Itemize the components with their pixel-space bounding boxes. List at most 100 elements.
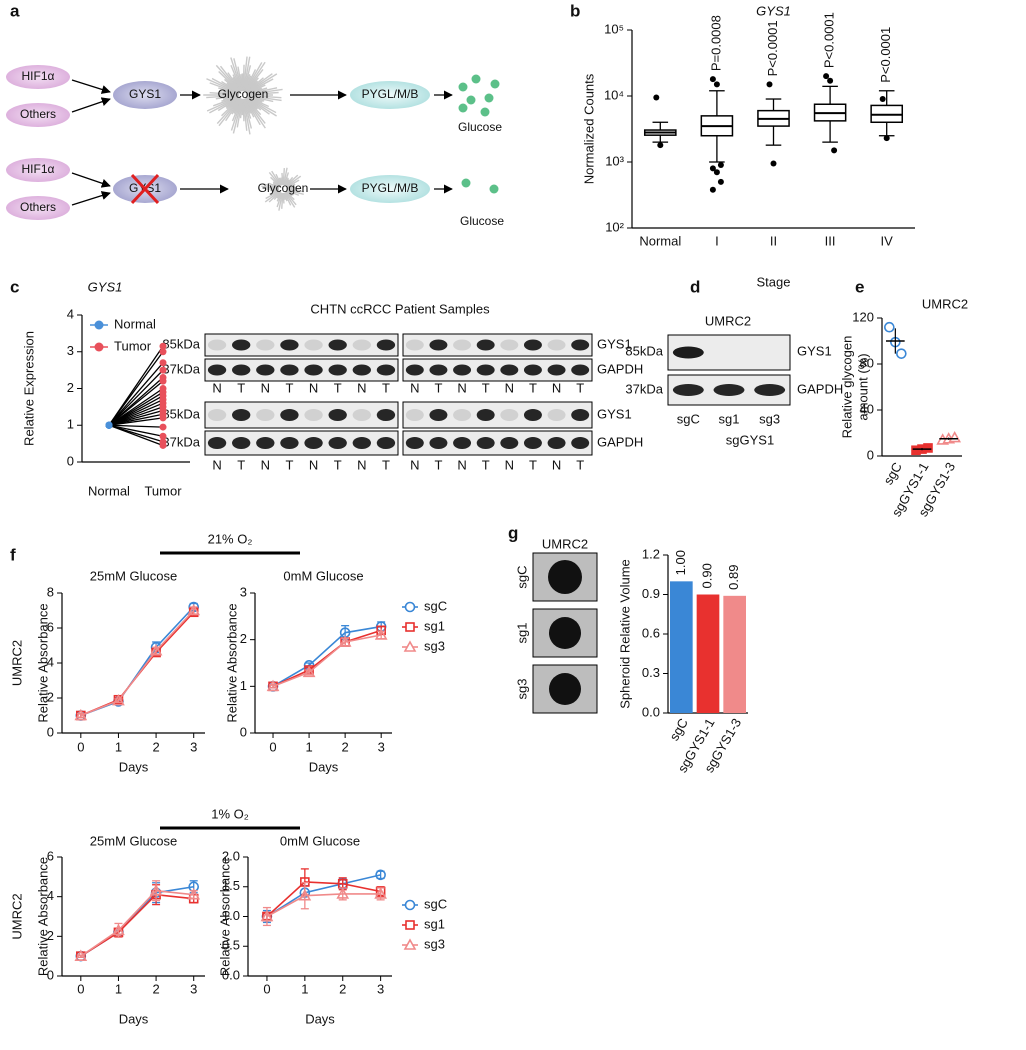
- panel-label: f: [10, 545, 16, 564]
- lane-label: T: [237, 380, 245, 395]
- blot-band: [476, 409, 495, 421]
- condition-label: 1% O₂: [211, 806, 249, 821]
- legend-marker: [403, 938, 417, 950]
- chart-title: GYS1: [88, 279, 123, 294]
- glycogen-strand: [283, 172, 290, 186]
- bar: [670, 581, 693, 713]
- marker: [112, 923, 125, 936]
- blot-band: [304, 364, 323, 376]
- point: [105, 421, 113, 429]
- lane-label: T: [434, 380, 442, 395]
- bar: [723, 595, 746, 713]
- glucose-dots: [458, 74, 500, 117]
- bar: [696, 594, 720, 713]
- mw-marker: 37kDa: [162, 361, 200, 376]
- lane-label: sg1: [719, 411, 740, 426]
- blot-band: [547, 409, 566, 421]
- blot-band: [280, 339, 299, 351]
- marker: [896, 348, 907, 359]
- marker: [149, 884, 163, 896]
- blot-band: [376, 339, 396, 351]
- outlier: [823, 73, 830, 80]
- y-axis-title: Spheroid Relative Volume: [617, 559, 632, 709]
- blot-band: [476, 339, 495, 351]
- glycogen-strand: [282, 168, 286, 186]
- blot-band: [547, 364, 566, 376]
- glycogen-strand: [262, 183, 280, 189]
- mw-marker: 37kDa: [162, 434, 200, 449]
- blot-band: [207, 437, 227, 449]
- y-tick-label: 4: [47, 654, 54, 669]
- node: [6, 65, 70, 89]
- chart-title: 0mM Glucose: [280, 833, 360, 848]
- y-tick-label: 0: [867, 447, 874, 462]
- node: [6, 196, 70, 220]
- protein-label: GYS1: [597, 406, 632, 421]
- y-tick-label: 8: [47, 584, 54, 599]
- blot-band: [256, 339, 275, 351]
- glycogen-strand: [282, 192, 285, 204]
- glycogen-strand: [286, 189, 304, 196]
- blot-band: [232, 364, 251, 376]
- x-tick-label: 3: [378, 739, 385, 754]
- legend-marker: [94, 342, 104, 352]
- marker: [74, 949, 88, 961]
- blot-frame: [204, 358, 399, 382]
- lane-label: T: [529, 380, 537, 395]
- node: [113, 81, 177, 109]
- value-label: 0.89: [726, 565, 741, 590]
- outlier: [883, 135, 890, 142]
- blot-band: [328, 437, 347, 449]
- lane-label: N: [505, 380, 514, 395]
- glycogen-strand: [273, 191, 281, 200]
- blot-band: [500, 437, 519, 449]
- chart-title: 25mM Glucose: [90, 833, 177, 848]
- glycogen-strand: [285, 175, 302, 188]
- y-tick-label: 10⁵: [604, 21, 624, 36]
- y-tick-label: 0.9: [642, 586, 660, 601]
- image-label: sg1: [514, 623, 529, 644]
- pathway-row: HIF1α Others GYS1 Glycogen PYGL/M/B Gluc…: [6, 158, 504, 228]
- knockout-cross: [130, 173, 160, 205]
- y-axis-title: Relative glycogen: [839, 336, 854, 439]
- lane-label: N: [357, 457, 366, 472]
- panel-label: a: [10, 1, 20, 20]
- blot-band: [232, 437, 251, 449]
- blot-band: [754, 384, 786, 396]
- y-tick-label: 10⁴: [604, 87, 624, 102]
- point: [159, 359, 167, 367]
- protein-label: GAPDH: [797, 381, 843, 396]
- marker: [923, 443, 933, 453]
- blot-band: [523, 339, 542, 351]
- lane-label: N: [261, 380, 270, 395]
- y-tick-label: 10³: [605, 153, 624, 168]
- lane-label: T: [382, 380, 390, 395]
- x-tick-label: 1: [305, 739, 312, 754]
- y-tick-label: 6: [47, 848, 54, 863]
- p-value: P<0.0001: [765, 20, 780, 76]
- spheroid: [549, 673, 581, 705]
- glycogen-strand: [268, 182, 280, 189]
- mw-marker: 85kDa: [162, 336, 200, 351]
- blot-band: [328, 364, 347, 376]
- y-tick-label: 3: [67, 343, 74, 358]
- glycogen-strand: [281, 192, 284, 209]
- blot-frame: [402, 358, 593, 382]
- p-value: P<0.0001: [878, 27, 893, 83]
- x-tick-label: 1: [301, 981, 308, 996]
- blot-band: [256, 364, 275, 376]
- image-label: sgC: [514, 565, 529, 588]
- marker: [74, 708, 88, 721]
- blot-band: [256, 437, 275, 449]
- blot-band: [207, 409, 227, 421]
- x-tick-label: 2: [339, 981, 346, 996]
- lane-label: N: [212, 380, 221, 395]
- glycogen-strand: [268, 172, 281, 187]
- x-tick-label: 0: [77, 981, 84, 996]
- lane-label: N: [357, 380, 366, 395]
- p-value: P=0.0008: [708, 15, 723, 71]
- blot-band: [232, 409, 251, 421]
- blot-band: [280, 409, 299, 421]
- y-tick-label: 0.6: [642, 625, 660, 640]
- marker: [298, 889, 312, 901]
